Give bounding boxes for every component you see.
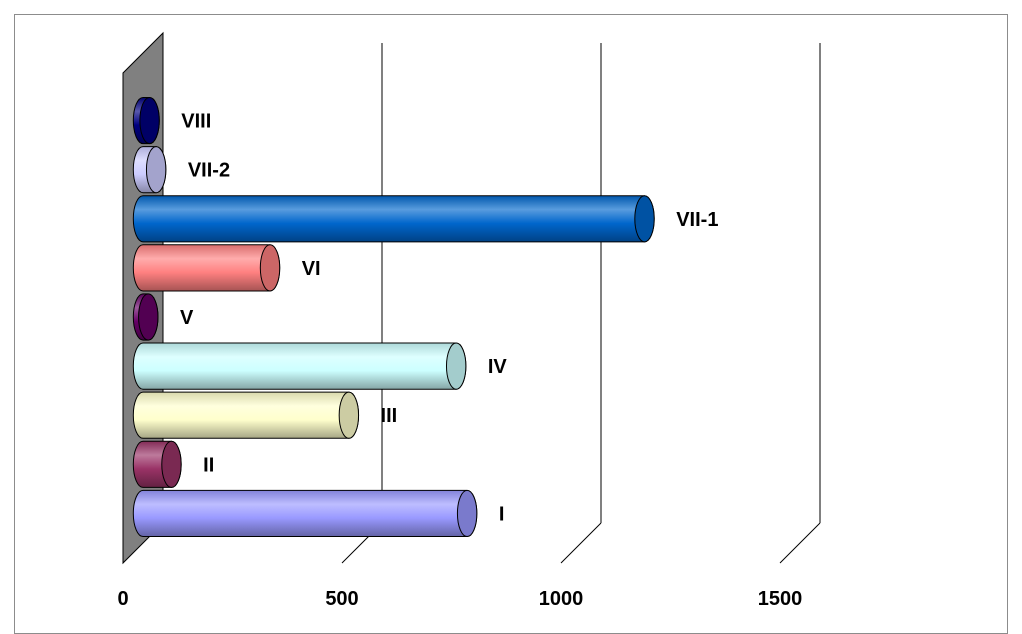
x-tick-label-1500: 1500 xyxy=(758,588,803,610)
bar-label-VII-2: VII-2 xyxy=(188,160,230,182)
bar-cap-II xyxy=(161,440,182,488)
bar-VI xyxy=(132,244,281,292)
bar-cap-V xyxy=(138,293,159,341)
bar-label-VII-1: VII-1 xyxy=(676,209,718,231)
bar-cap-IV xyxy=(445,342,467,390)
x-tick-label-0: 0 xyxy=(117,588,128,610)
bar-label-I: I xyxy=(499,503,505,525)
bar-cap-I xyxy=(456,489,478,538)
floor-gridline-1000 xyxy=(560,522,602,564)
bar-I xyxy=(132,489,478,538)
bar-label-IV: IV xyxy=(488,356,508,378)
bar-label-VIII: VIII xyxy=(181,111,211,133)
bar-VII-1 xyxy=(132,195,655,243)
bar-label-VI: VI xyxy=(302,258,321,280)
bar-IV xyxy=(132,342,467,390)
bar-cap-III xyxy=(338,391,360,439)
bar-III xyxy=(132,391,359,439)
x-tick-label-500: 500 xyxy=(325,588,358,610)
bar-label-III: III xyxy=(381,405,398,427)
bar-cap-VII-2 xyxy=(145,146,167,194)
bar-label-II: II xyxy=(203,454,214,476)
bar-label-V: V xyxy=(180,307,194,329)
bar-cap-VII-1 xyxy=(634,195,655,243)
bar-cap-VI xyxy=(259,244,281,292)
x-tick-label-1000: 1000 xyxy=(539,588,584,610)
floor-gridline-1500 xyxy=(779,522,821,564)
bar-cap-VIII xyxy=(139,96,160,145)
